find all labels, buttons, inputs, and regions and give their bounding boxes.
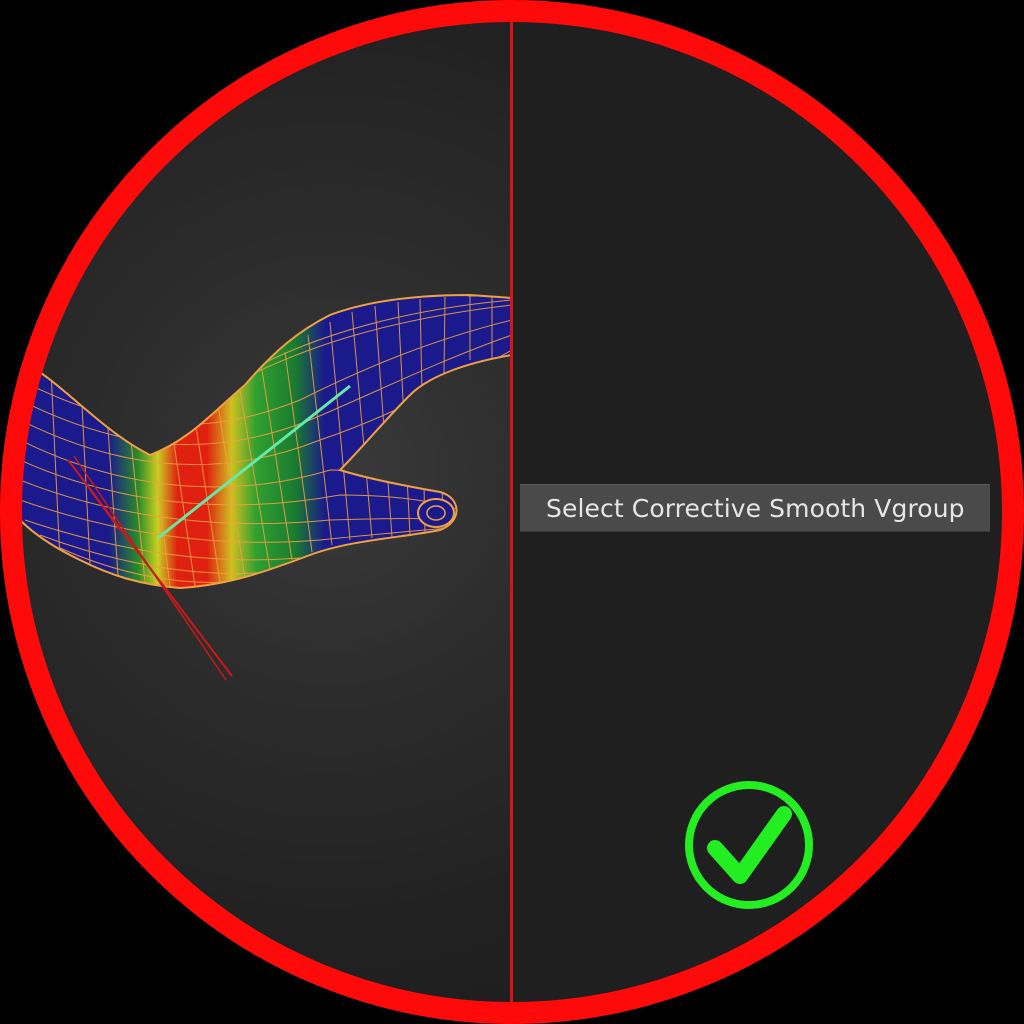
3d-viewport[interactable] — [0, 0, 512, 1024]
split-divider — [510, 0, 513, 1024]
menu-item-label: Select Corrective Smooth Vgroup — [546, 493, 965, 523]
checkmark-circle-icon — [685, 781, 813, 909]
select-corrective-smooth-vgroup-menu-item[interactable]: Select Corrective Smooth Vgroup — [520, 484, 990, 532]
hand-mesh-model — [19, 293, 512, 681]
